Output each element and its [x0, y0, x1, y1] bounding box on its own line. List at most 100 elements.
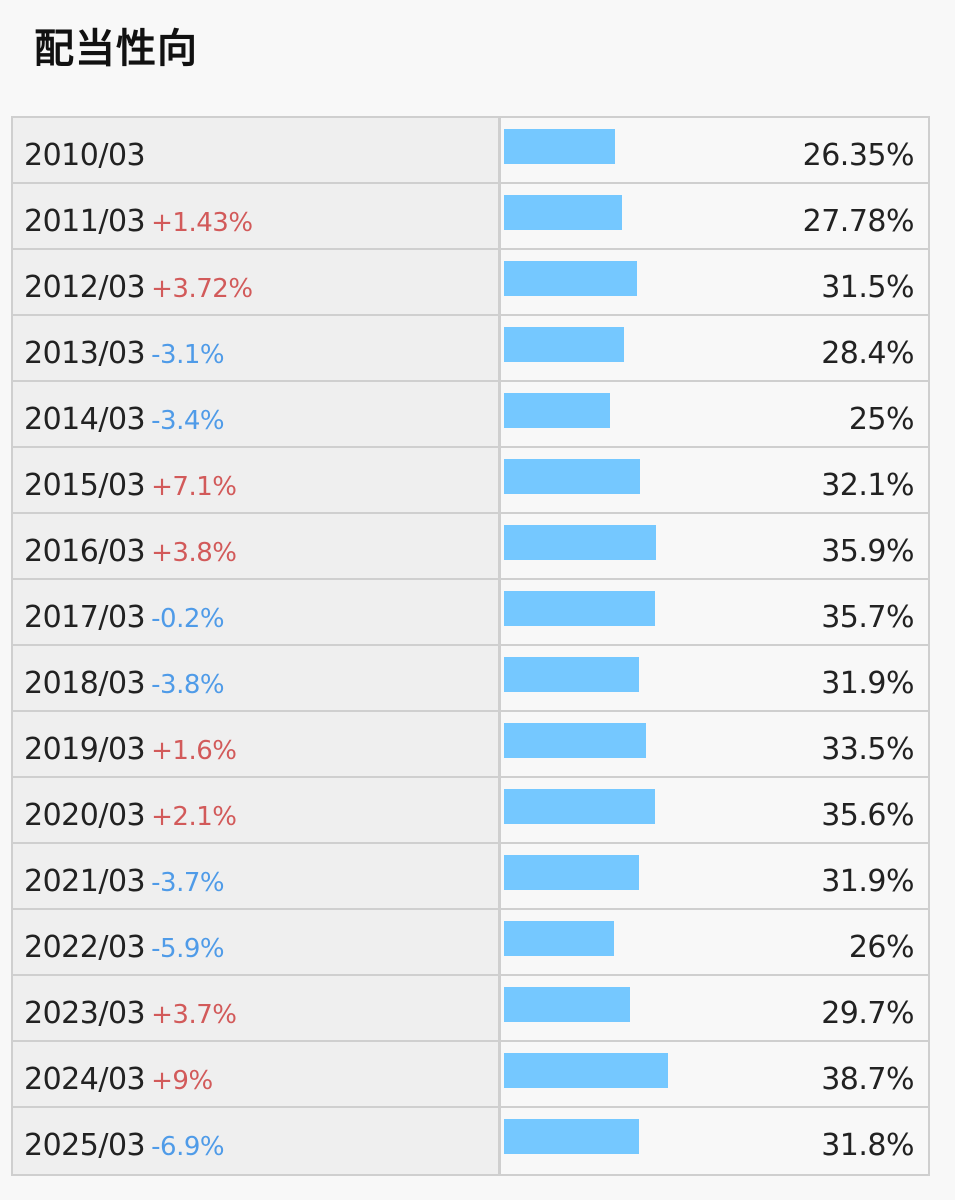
period-cell: 2011/03 +1.43% [13, 184, 501, 248]
value-label: 35.9% [821, 534, 914, 569]
category-label: 2021/03 [24, 864, 146, 899]
bar [504, 987, 630, 1022]
change-label: -3.1% [151, 340, 225, 370]
table-row: 2021/03 -3.7% 31.9% [13, 844, 928, 910]
table-row: 2012/03 +3.72% 31.5% [13, 250, 928, 316]
bar [504, 657, 639, 692]
bar [504, 261, 637, 296]
period-label: 2012/03 +3.72% [24, 268, 253, 309]
period-cell: 2010/03 [13, 118, 501, 182]
period-label: 2011/03 +1.43% [24, 202, 253, 243]
page-title: 配当性向 [34, 26, 198, 72]
change-label: -3.8% [151, 670, 225, 700]
bar [504, 921, 614, 956]
change-label: +7.1% [151, 472, 237, 502]
payout-ratio-table: 2010/03 26.35% 2011/03 +1.43% 27.78% 2012/03 +… [11, 116, 930, 1176]
change-label: -3.7% [151, 868, 225, 898]
change-label: -6.9% [151, 1132, 225, 1162]
period-label: 2016/03 +3.8% [24, 532, 237, 573]
bar [504, 195, 622, 230]
period-cell: 2019/03 +1.6% [13, 712, 501, 776]
bar [504, 1053, 668, 1088]
change-label: +1.6% [151, 736, 237, 766]
category-label: 2010/03 [24, 138, 146, 173]
category-label: 2017/03 [24, 600, 146, 635]
period-cell: 2017/03 -0.2% [13, 580, 501, 644]
change-label: +1.43% [151, 208, 253, 238]
value-label: 31.5% [821, 270, 914, 305]
bar [504, 525, 656, 560]
period-label: 2019/03 +1.6% [24, 730, 237, 771]
bar [504, 591, 655, 626]
value-label: 26.35% [802, 138, 915, 173]
category-label: 2019/03 [24, 732, 146, 767]
table-row: 2020/03 +2.1% 35.6% [13, 778, 928, 844]
value-label: 31.9% [821, 666, 914, 701]
bar [504, 723, 646, 758]
category-label: 2025/03 [24, 1128, 146, 1163]
value-label: 31.9% [821, 864, 914, 899]
table-row: 2017/03 -0.2% 35.7% [13, 580, 928, 646]
period-label: 2022/03 -5.9% [24, 928, 225, 969]
category-label: 2014/03 [24, 402, 146, 437]
period-label: 2020/03 +2.1% [24, 796, 237, 837]
period-cell: 2024/03 +9% [13, 1042, 501, 1106]
category-label: 2011/03 [24, 204, 146, 239]
period-label: 2013/03 -3.1% [24, 334, 225, 375]
category-label: 2018/03 [24, 666, 146, 701]
value-label: 33.5% [821, 732, 914, 767]
period-cell: 2023/03 +3.7% [13, 976, 501, 1040]
table-row: 2013/03 -3.1% 28.4% [13, 316, 928, 382]
change-label: -3.4% [151, 406, 225, 436]
bar [504, 327, 624, 362]
category-label: 2016/03 [24, 534, 146, 569]
category-label: 2023/03 [24, 996, 146, 1031]
category-label: 2020/03 [24, 798, 146, 833]
table-row: 2016/03 +3.8% 35.9% [13, 514, 928, 580]
period-label: 2018/03 -3.8% [24, 664, 225, 705]
bar [504, 459, 640, 494]
change-label: +3.72% [151, 274, 253, 304]
period-label: 2017/03 -0.2% [24, 598, 225, 639]
period-label: 2024/03 +9% [24, 1060, 213, 1101]
period-cell: 2021/03 -3.7% [13, 844, 501, 908]
change-label: +3.7% [151, 1000, 237, 1030]
value-label: 28.4% [821, 336, 914, 371]
table-row: 2023/03 +3.7% 29.7% [13, 976, 928, 1042]
value-label: 27.78% [802, 204, 915, 239]
table-row: 2014/03 -3.4% 25% [13, 382, 928, 448]
table-row: 2010/03 26.35% [13, 118, 928, 184]
value-label: 38.7% [821, 1062, 914, 1097]
period-label: 2025/03 -6.9% [24, 1126, 225, 1167]
change-label: -0.2% [151, 604, 225, 634]
change-label: -5.9% [151, 934, 225, 964]
value-label: 29.7% [821, 996, 914, 1031]
change-label: +9% [151, 1066, 213, 1096]
table-row: 2015/03 +7.1% 32.1% [13, 448, 928, 514]
category-label: 2022/03 [24, 930, 146, 965]
value-label: 26% [848, 930, 915, 965]
period-cell: 2016/03 +3.8% [13, 514, 501, 578]
value-label: 35.6% [821, 798, 914, 833]
bar [504, 855, 639, 890]
table-row: 2018/03 -3.8% 31.9% [13, 646, 928, 712]
value-label: 32.1% [821, 468, 914, 503]
value-label: 31.8% [821, 1128, 914, 1163]
change-label: +2.1% [151, 802, 237, 832]
category-label: 2013/03 [24, 336, 146, 371]
period-cell: 2018/03 -3.8% [13, 646, 501, 710]
table-row: 2025/03 -6.9% 31.8% [13, 1108, 928, 1174]
category-label: 2024/03 [24, 1062, 146, 1097]
period-label: 2015/03 +7.1% [24, 466, 237, 507]
period-cell: 2013/03 -3.1% [13, 316, 501, 380]
table-row: 2019/03 +1.6% 33.5% [13, 712, 928, 778]
bar [504, 1119, 639, 1154]
value-label: 25% [848, 402, 915, 437]
table-row: 2024/03 +9% 38.7% [13, 1042, 928, 1108]
period-label: 2023/03 +3.7% [24, 994, 237, 1035]
period-cell: 2022/03 -5.9% [13, 910, 501, 974]
change-label: +3.8% [151, 538, 237, 568]
period-cell: 2025/03 -6.9% [13, 1108, 501, 1174]
period-cell: 2014/03 -3.4% [13, 382, 501, 446]
table-row: 2011/03 +1.43% 27.78% [13, 184, 928, 250]
